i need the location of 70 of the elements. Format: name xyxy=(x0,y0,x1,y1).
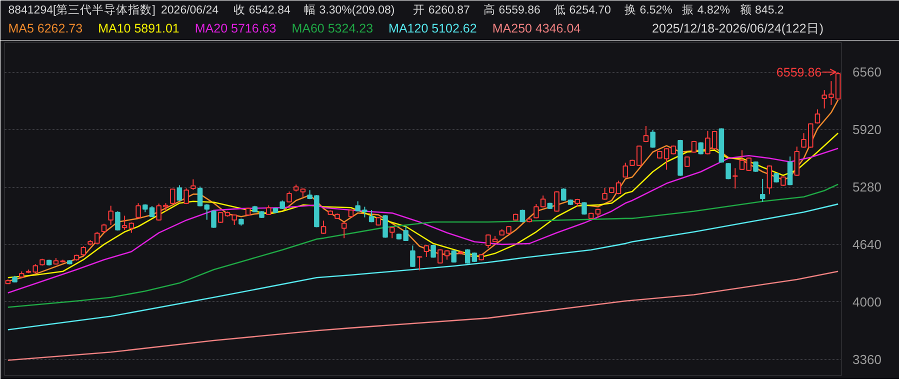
candlestick xyxy=(602,187,608,200)
candlestick xyxy=(472,252,478,262)
candlestick xyxy=(320,220,326,234)
candlestick xyxy=(184,188,189,205)
text: MA250 4346.04 xyxy=(492,22,581,36)
candlestick xyxy=(197,186,203,207)
candlestick xyxy=(424,244,430,258)
y-tick-label: 4640 xyxy=(852,236,882,252)
candlestick xyxy=(190,178,196,190)
line-series xyxy=(7,99,839,282)
line-series xyxy=(7,270,839,361)
candlestick xyxy=(698,142,704,155)
line-series xyxy=(7,203,839,330)
candlestick xyxy=(204,204,210,220)
candlestick xyxy=(554,190,560,212)
y-tick-label: 5280 xyxy=(852,180,882,195)
y-tick-label: 6560 xyxy=(852,64,882,80)
candlestick xyxy=(286,190,292,203)
candlestick xyxy=(643,125,649,143)
candlestick xyxy=(739,150,745,170)
candlestick xyxy=(622,162,628,178)
candlestick xyxy=(410,245,416,268)
candlestick xyxy=(520,209,526,223)
text: 收 6542.84 xyxy=(234,4,291,16)
candlestick xyxy=(211,210,216,228)
candlestick xyxy=(80,246,86,256)
text: 开 6260.87 xyxy=(413,4,470,16)
text: 额 845.2 xyxy=(740,2,784,16)
text: MA10 5891.01 xyxy=(98,22,180,36)
candlestick xyxy=(115,210,120,232)
text: 振 4.82% xyxy=(682,4,730,16)
candlestick xyxy=(787,156,793,186)
candlestick xyxy=(794,146,800,176)
annotation: 6559.86 xyxy=(776,66,822,80)
candlestick xyxy=(368,210,374,223)
candlestick xyxy=(760,178,766,202)
candlestick xyxy=(650,130,656,148)
text: MA120 5102.62 xyxy=(388,22,477,36)
line-series xyxy=(7,148,839,294)
candlestick xyxy=(382,214,388,238)
candlestick xyxy=(128,222,134,234)
y-tick-label: 3360 xyxy=(852,352,882,367)
line-series xyxy=(7,132,839,278)
chart-title: 8841294[第三代半导体指数] xyxy=(8,4,156,16)
candlestick xyxy=(108,205,114,226)
text: 2026/06/24 xyxy=(161,4,220,16)
line-series xyxy=(7,184,839,308)
text: 换 6.52% xyxy=(624,4,672,16)
candlestick xyxy=(122,215,128,230)
text: 2025/12/18-2026/06/24(122日) xyxy=(652,22,824,36)
candlestick xyxy=(451,250,456,264)
candlestick xyxy=(582,202,587,216)
text: MA5 6262.73 xyxy=(8,22,83,36)
candlestick xyxy=(218,212,224,224)
candlestick xyxy=(814,108,820,124)
text: 幅 3.30%(209.08) xyxy=(304,4,395,16)
candlestick xyxy=(341,222,347,239)
candlestick xyxy=(766,164,772,195)
text: 低 6254.70 xyxy=(554,4,611,16)
text: MA60 5324.23 xyxy=(292,22,374,36)
candlestick xyxy=(726,162,731,180)
candlestick xyxy=(464,248,470,264)
y-tick-label: 4000 xyxy=(852,294,882,310)
candlestick xyxy=(746,156,752,172)
candlestick xyxy=(136,202,141,219)
text: MA20 5716.63 xyxy=(194,22,276,36)
candlestick xyxy=(176,184,182,202)
text: 高 6559.86 xyxy=(484,2,540,16)
candlestick xyxy=(170,188,176,205)
y-tick-label: 5920 xyxy=(852,122,882,138)
